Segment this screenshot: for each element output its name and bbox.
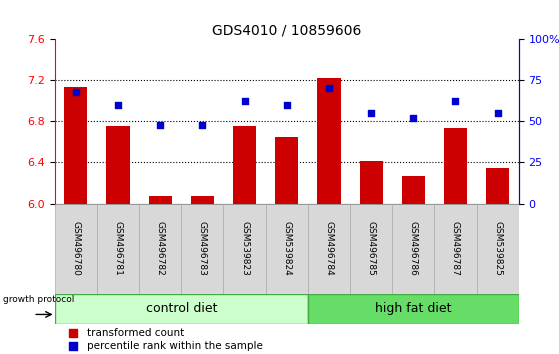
- Point: [451, 99, 460, 104]
- Point: [69, 330, 78, 336]
- Point: [198, 122, 207, 127]
- Text: GSM539825: GSM539825: [493, 221, 502, 276]
- Bar: [350, 204, 392, 294]
- Text: GSM496781: GSM496781: [113, 221, 122, 276]
- Text: high fat diet: high fat diet: [375, 302, 452, 315]
- Text: growth protocol: growth protocol: [3, 295, 74, 304]
- Bar: [434, 204, 477, 294]
- Bar: [318, 78, 340, 204]
- Bar: [55, 204, 97, 294]
- Point: [282, 102, 291, 108]
- Bar: [444, 129, 467, 204]
- Bar: [64, 87, 87, 204]
- Point: [69, 344, 78, 349]
- Bar: [308, 204, 350, 294]
- Bar: [477, 204, 519, 294]
- Bar: [308, 294, 519, 324]
- Point: [240, 99, 249, 104]
- Bar: [275, 137, 299, 204]
- Text: control diet: control diet: [145, 302, 217, 315]
- Point: [72, 89, 80, 95]
- Point: [113, 102, 122, 108]
- Bar: [224, 204, 266, 294]
- Bar: [402, 176, 425, 204]
- Text: GSM539824: GSM539824: [282, 221, 291, 276]
- Bar: [97, 204, 139, 294]
- Bar: [181, 204, 224, 294]
- Bar: [139, 204, 181, 294]
- Bar: [106, 126, 130, 204]
- Point: [367, 110, 376, 116]
- Text: GSM496780: GSM496780: [72, 221, 80, 276]
- Text: GSM496787: GSM496787: [451, 221, 460, 276]
- Title: GDS4010 / 10859606: GDS4010 / 10859606: [212, 24, 362, 38]
- Text: GSM496782: GSM496782: [156, 221, 165, 276]
- Point: [409, 115, 418, 121]
- Bar: [266, 204, 308, 294]
- Bar: [359, 161, 383, 204]
- Text: GSM496784: GSM496784: [324, 221, 334, 276]
- Text: transformed count: transformed count: [87, 328, 184, 338]
- Text: GSM496785: GSM496785: [367, 221, 376, 276]
- Bar: [233, 126, 256, 204]
- Text: GSM539823: GSM539823: [240, 221, 249, 276]
- Point: [156, 122, 165, 127]
- Text: GSM496783: GSM496783: [198, 221, 207, 276]
- Bar: [191, 196, 214, 204]
- Text: percentile rank within the sample: percentile rank within the sample: [87, 342, 263, 352]
- Bar: [392, 204, 434, 294]
- Bar: [486, 167, 509, 204]
- Text: GSM496786: GSM496786: [409, 221, 418, 276]
- Bar: [55, 294, 308, 324]
- Point: [324, 85, 333, 91]
- Bar: [149, 196, 172, 204]
- Point: [493, 110, 502, 116]
